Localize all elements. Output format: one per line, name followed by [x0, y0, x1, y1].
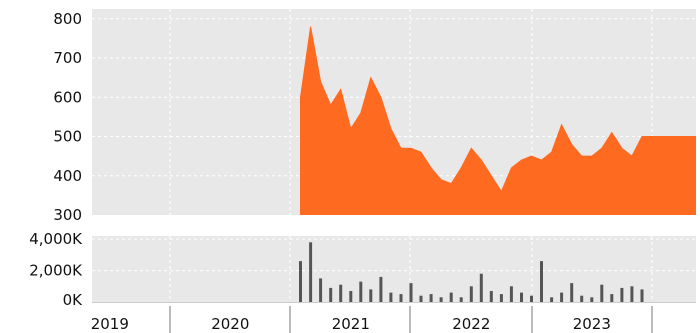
volume-y-tick-label: 4,000K [29, 230, 83, 248]
price-y-tick-label: 400 [53, 167, 82, 185]
volume-bar [530, 295, 533, 302]
volume-bar [459, 297, 463, 302]
volume-bar [409, 283, 413, 302]
volume-bar [570, 283, 574, 302]
volume-bar [339, 284, 343, 302]
price-y-tick-label: 600 [53, 88, 82, 106]
x-axis-year-label: 2021 [332, 315, 370, 333]
volume-bar [369, 289, 373, 302]
volume-bar [520, 292, 523, 302]
volume-y-tick-label: 2,000K [29, 262, 83, 280]
volume-bar [469, 286, 473, 302]
volume-bar [399, 294, 403, 302]
volume-gridlines [92, 236, 696, 302]
volume-bar [419, 295, 423, 302]
volume-bar [580, 295, 584, 302]
x-axis-year-label: 2020 [211, 315, 249, 333]
volume-plot-background [92, 236, 696, 302]
price-y-tick-label: 700 [53, 49, 82, 67]
volume-bar [630, 286, 634, 302]
volume-bar [509, 286, 513, 302]
volume-bar [620, 287, 624, 302]
volume-bar [349, 291, 353, 302]
volume-bar-series [299, 242, 644, 302]
volume-bar [540, 261, 543, 302]
volume-bar [429, 294, 433, 302]
volume-bar [640, 289, 644, 302]
volume-bar [359, 281, 363, 302]
price-y-tick-label: 800 [53, 10, 82, 28]
volume-bar [319, 278, 323, 302]
volume-bar [479, 273, 483, 302]
volume-bar [309, 242, 313, 302]
volume-bar [489, 291, 493, 302]
volume-bar [550, 297, 554, 302]
volume-panel: 0K 2,000K 4,000K [29, 230, 696, 309]
volume-bar [499, 294, 503, 302]
x-axis-year-label: 2019 [91, 315, 129, 333]
volume-bar [590, 297, 594, 302]
volume-bar [329, 287, 333, 302]
volume-bar [299, 261, 302, 302]
volume-bar [449, 292, 453, 302]
price-panel: 300 400 500 600 700 800 [53, 9, 696, 224]
volume-bar [610, 294, 614, 302]
volume-bar [439, 297, 443, 302]
volume-bar [600, 284, 604, 302]
price-y-tick-label: 300 [53, 206, 82, 224]
volume-y-tick-label: 0K [63, 291, 84, 309]
x-axis: 2019 2020 2021 2022 2023 [91, 302, 696, 333]
volume-y-axis: 0K 2,000K 4,000K [29, 230, 83, 309]
volume-bar [560, 292, 564, 302]
x-axis-year-label: 2023 [573, 315, 611, 333]
x-axis-year-label: 2022 [452, 315, 490, 333]
price-y-axis: 300 400 500 600 700 800 [53, 10, 82, 224]
volume-bar [389, 292, 393, 302]
volume-bar [379, 276, 383, 302]
price-y-tick-label: 500 [53, 128, 82, 146]
price-area-series [300, 26, 696, 215]
